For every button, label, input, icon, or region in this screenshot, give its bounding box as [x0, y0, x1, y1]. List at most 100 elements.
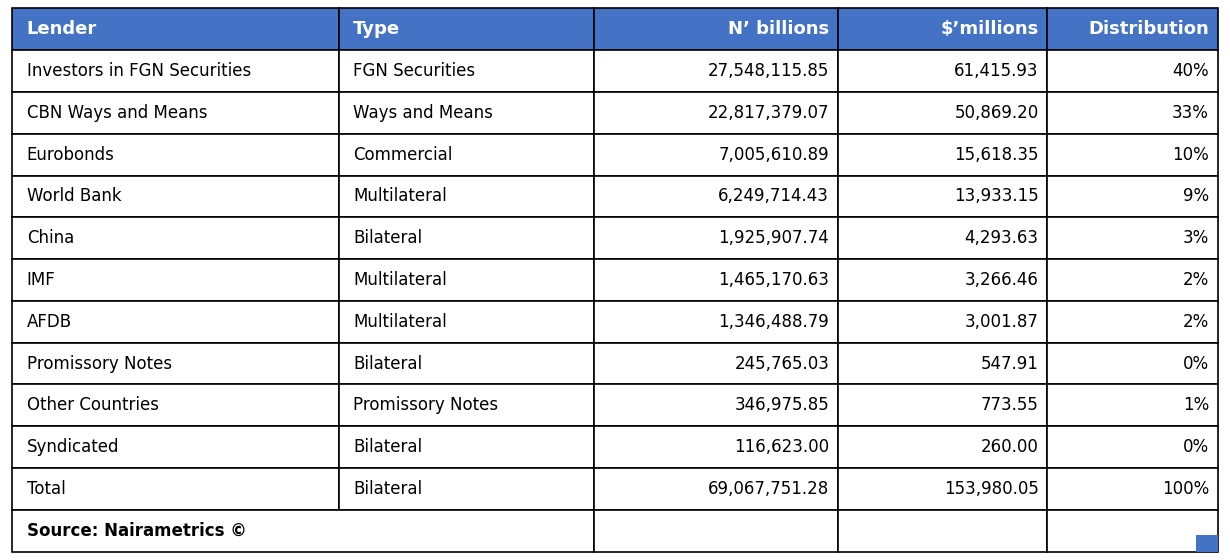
Text: AFDB: AFDB: [27, 313, 71, 331]
Bar: [838, 510, 1047, 552]
Bar: [12, 217, 338, 259]
Bar: [1047, 175, 1218, 217]
Text: 547.91: 547.91: [980, 354, 1038, 372]
Bar: [338, 343, 594, 385]
Text: 27,548,115.85: 27,548,115.85: [707, 62, 829, 80]
Text: Investors in FGN Securities: Investors in FGN Securities: [27, 62, 251, 80]
Bar: [594, 8, 838, 50]
Bar: [838, 385, 1047, 426]
Text: 33%: 33%: [1172, 104, 1209, 122]
Text: CBN Ways and Means: CBN Ways and Means: [27, 104, 208, 122]
Text: Multilateral: Multilateral: [353, 313, 446, 331]
Bar: [838, 134, 1047, 175]
Bar: [838, 8, 1047, 50]
Bar: [838, 468, 1047, 510]
Bar: [338, 259, 594, 301]
Text: 15,618.35: 15,618.35: [954, 146, 1038, 164]
Bar: [1047, 50, 1218, 92]
Bar: [838, 259, 1047, 301]
Bar: [1047, 385, 1218, 426]
Bar: [1196, 535, 1218, 552]
Bar: [594, 217, 838, 259]
Text: FGN Securities: FGN Securities: [353, 62, 475, 80]
Text: Promissory Notes: Promissory Notes: [353, 396, 498, 414]
Text: 4,293.63: 4,293.63: [964, 229, 1038, 247]
Bar: [12, 343, 338, 385]
Bar: [1047, 8, 1218, 50]
Bar: [838, 50, 1047, 92]
Bar: [12, 259, 338, 301]
Bar: [338, 8, 594, 50]
Text: 116,623.00: 116,623.00: [734, 438, 829, 456]
Text: 50,869.20: 50,869.20: [954, 104, 1038, 122]
Text: N’ billions: N’ billions: [728, 20, 829, 38]
Text: Syndicated: Syndicated: [27, 438, 119, 456]
Text: 1,465,170.63: 1,465,170.63: [718, 271, 829, 289]
Bar: [838, 426, 1047, 468]
Text: 260.00: 260.00: [980, 438, 1038, 456]
Bar: [1047, 259, 1218, 301]
Text: Source: Nairametrics ©: Source: Nairametrics ©: [27, 522, 246, 540]
Bar: [594, 175, 838, 217]
Text: Total: Total: [27, 480, 65, 498]
Bar: [594, 50, 838, 92]
Bar: [1047, 217, 1218, 259]
Text: 773.55: 773.55: [980, 396, 1038, 414]
Text: Multilateral: Multilateral: [353, 188, 446, 206]
Text: Distribution: Distribution: [1089, 20, 1209, 38]
Bar: [1047, 92, 1218, 134]
Bar: [838, 301, 1047, 343]
Bar: [338, 50, 594, 92]
Text: Bilateral: Bilateral: [353, 480, 422, 498]
Bar: [338, 134, 594, 175]
Text: 1,346,488.79: 1,346,488.79: [718, 313, 829, 331]
Text: 3%: 3%: [1183, 229, 1209, 247]
Bar: [338, 385, 594, 426]
Text: Other Countries: Other Countries: [27, 396, 159, 414]
Bar: [12, 134, 338, 175]
Text: 10%: 10%: [1172, 146, 1209, 164]
Bar: [338, 301, 594, 343]
Text: Lender: Lender: [27, 20, 97, 38]
Text: Commercial: Commercial: [353, 146, 453, 164]
Text: Multilateral: Multilateral: [353, 271, 446, 289]
Bar: [838, 343, 1047, 385]
Text: World Bank: World Bank: [27, 188, 122, 206]
Bar: [594, 468, 838, 510]
Bar: [594, 259, 838, 301]
Bar: [12, 50, 338, 92]
Bar: [12, 92, 338, 134]
Bar: [594, 301, 838, 343]
Bar: [594, 343, 838, 385]
Text: 245,765.03: 245,765.03: [734, 354, 829, 372]
Text: China: China: [27, 229, 74, 247]
Text: Eurobonds: Eurobonds: [27, 146, 114, 164]
Text: 9%: 9%: [1183, 188, 1209, 206]
Bar: [594, 385, 838, 426]
Bar: [1047, 301, 1218, 343]
Bar: [1047, 343, 1218, 385]
Bar: [594, 92, 838, 134]
Text: 100%: 100%: [1162, 480, 1209, 498]
Bar: [594, 134, 838, 175]
Text: 22,817,379.07: 22,817,379.07: [707, 104, 829, 122]
Text: 1%: 1%: [1183, 396, 1209, 414]
Text: $’millions: $’millions: [940, 20, 1038, 38]
Bar: [838, 92, 1047, 134]
Bar: [12, 510, 594, 552]
Text: 153,980.05: 153,980.05: [943, 480, 1038, 498]
Text: Bilateral: Bilateral: [353, 438, 422, 456]
Text: Type: Type: [353, 20, 400, 38]
Bar: [12, 426, 338, 468]
Text: 13,933.15: 13,933.15: [953, 188, 1038, 206]
Bar: [1047, 134, 1218, 175]
Bar: [338, 426, 594, 468]
Bar: [338, 92, 594, 134]
Text: Ways and Means: Ways and Means: [353, 104, 493, 122]
Text: Promissory Notes: Promissory Notes: [27, 354, 172, 372]
Bar: [338, 468, 594, 510]
Bar: [12, 385, 338, 426]
Bar: [1047, 468, 1218, 510]
Text: IMF: IMF: [27, 271, 55, 289]
Text: Bilateral: Bilateral: [353, 354, 422, 372]
